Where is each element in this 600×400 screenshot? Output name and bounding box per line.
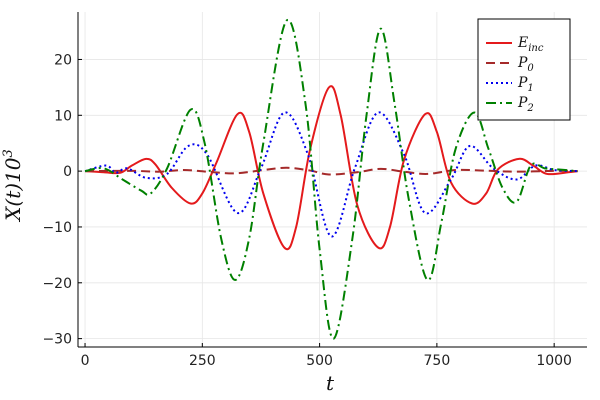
legend-label-main-1: P (517, 55, 528, 71)
x-tick-label-3: 750 (424, 353, 451, 369)
plot-series (84, 19, 578, 340)
y-tick-label-0: −30 (42, 332, 72, 348)
x-tick-label-1: 250 (189, 353, 216, 369)
y-tick-label-4: 10 (54, 108, 72, 124)
y-tick-labels: −30 −20 −10 0 10 20 (42, 52, 72, 347)
x-tick-label-4: 1000 (536, 353, 572, 369)
series-line-0 (84, 85, 578, 251)
x-axis-title: t (326, 371, 335, 395)
legend-label-sub-0: inc (528, 43, 544, 54)
legend-label-0: Einc (517, 35, 544, 54)
legend-label-2: P1 (517, 75, 534, 94)
legend-label-main-3: P (517, 95, 528, 111)
series-line-1 (85, 166, 578, 176)
x-tick-label-2: 500 (306, 353, 333, 369)
legend-label-main-0: E (517, 35, 528, 51)
series-line-2 (84, 111, 578, 238)
y-axis-title-group: X(t)103 (1, 149, 25, 223)
y-tick-label-1: −20 (42, 276, 72, 292)
legend-label-sub-1: 0 (527, 63, 534, 74)
x-tick-labels: 0 250 500 750 1000 (81, 353, 572, 369)
series-line-3 (84, 19, 578, 340)
y-axis-title-base: X(t)10 (1, 157, 25, 223)
y-tick-label-3: 0 (63, 164, 72, 180)
legend-label-1: P0 (517, 55, 534, 74)
y-axis-title-superscript: 3 (1, 149, 16, 157)
axes (77, 12, 587, 348)
legend-label-sub-3: 2 (526, 103, 533, 114)
y-axis-title: X(t)103 (1, 149, 25, 223)
x-tick-label-0: 0 (81, 353, 90, 369)
y-tick-label-5: 20 (54, 52, 72, 68)
y-tick-label-2: −10 (42, 220, 72, 236)
legend-label-3: P2 (517, 95, 534, 114)
legend-label-main-2: P (517, 75, 528, 91)
legend-label-sub-2: 1 (527, 83, 533, 94)
